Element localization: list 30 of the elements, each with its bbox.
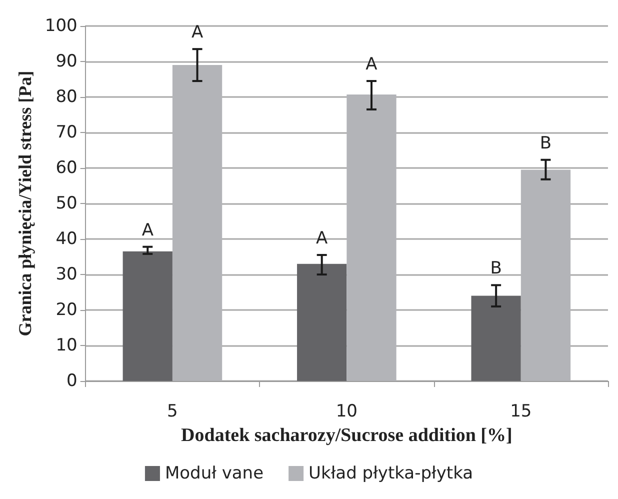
y-tick-label: 40 — [56, 229, 78, 249]
bar — [471, 296, 521, 381]
y-tick-label: 30 — [56, 264, 78, 284]
data-label: B — [490, 258, 502, 279]
y-tick-label: 60 — [56, 158, 78, 178]
data-label: A — [366, 54, 378, 75]
data-label: A — [316, 228, 328, 248]
y-tick-label: 100 — [44, 16, 78, 36]
y-tick-label: 80 — [56, 87, 78, 107]
x-tick-label: 10 — [336, 402, 358, 422]
legend-label: Układ płytka-płytka — [308, 464, 474, 484]
y-tick-label: 10 — [56, 336, 78, 356]
data-label: A — [191, 22, 204, 43]
data-label: A — [142, 220, 154, 240]
x-tick-label: 5 — [167, 402, 178, 422]
x-tick-label: 15 — [510, 402, 532, 422]
bar — [172, 65, 222, 381]
y-tick-label: 0 — [66, 371, 78, 391]
y-axis-title: Granica płynięcia/Yield stress [Pa] — [15, 70, 35, 336]
y-tick-label: 50 — [56, 194, 78, 214]
legend-label: Moduł vane — [164, 464, 264, 484]
bar — [297, 264, 347, 381]
y-tick-label: 20 — [56, 300, 78, 320]
x-axis-title: Dodatek sacharozy/Sucrose addition [%] — [181, 425, 512, 446]
y-tick-label: 90 — [56, 52, 78, 72]
bar — [122, 251, 172, 381]
y-tick-label: 70 — [56, 122, 78, 142]
bar — [346, 94, 396, 381]
data-label: B — [540, 133, 552, 154]
bar — [520, 170, 571, 381]
